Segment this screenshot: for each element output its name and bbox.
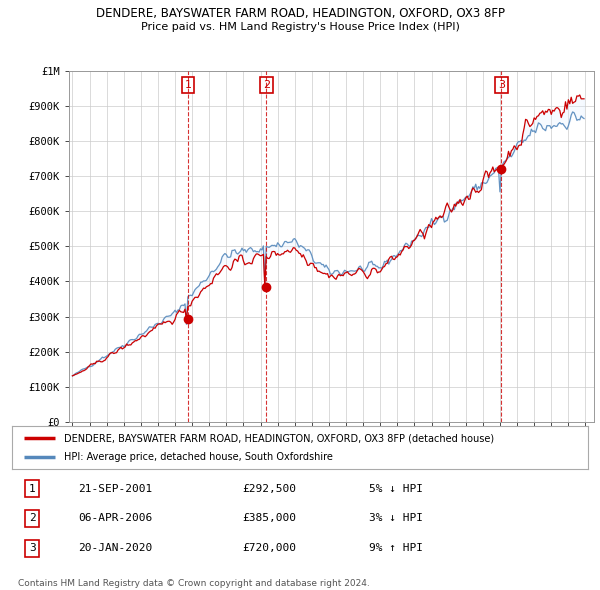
Text: 06-APR-2006: 06-APR-2006 <box>78 513 152 523</box>
Text: 3: 3 <box>498 80 505 90</box>
Text: £292,500: £292,500 <box>242 484 296 493</box>
Text: 21-SEP-2001: 21-SEP-2001 <box>78 484 152 493</box>
Text: HPI: Average price, detached house, South Oxfordshire: HPI: Average price, detached house, Sout… <box>64 452 333 462</box>
Text: £385,000: £385,000 <box>242 513 296 523</box>
Text: 9% ↑ HPI: 9% ↑ HPI <box>369 543 423 553</box>
Text: 5% ↓ HPI: 5% ↓ HPI <box>369 484 423 493</box>
Text: Contains HM Land Registry data © Crown copyright and database right 2024.
This d: Contains HM Land Registry data © Crown c… <box>18 579 370 590</box>
Text: 1: 1 <box>184 80 191 90</box>
Text: Price paid vs. HM Land Registry's House Price Index (HPI): Price paid vs. HM Land Registry's House … <box>140 22 460 32</box>
Text: 2: 2 <box>29 513 35 523</box>
Text: DENDERE, BAYSWATER FARM ROAD, HEADINGTON, OXFORD, OX3 8FP (detached house): DENDERE, BAYSWATER FARM ROAD, HEADINGTON… <box>64 433 494 443</box>
Text: 3% ↓ HPI: 3% ↓ HPI <box>369 513 423 523</box>
Text: £720,000: £720,000 <box>242 543 296 553</box>
Text: 2: 2 <box>263 80 270 90</box>
Text: 20-JAN-2020: 20-JAN-2020 <box>78 543 152 553</box>
Text: 3: 3 <box>29 543 35 553</box>
Text: 1: 1 <box>29 484 35 493</box>
Text: DENDERE, BAYSWATER FARM ROAD, HEADINGTON, OXFORD, OX3 8FP: DENDERE, BAYSWATER FARM ROAD, HEADINGTON… <box>95 7 505 20</box>
